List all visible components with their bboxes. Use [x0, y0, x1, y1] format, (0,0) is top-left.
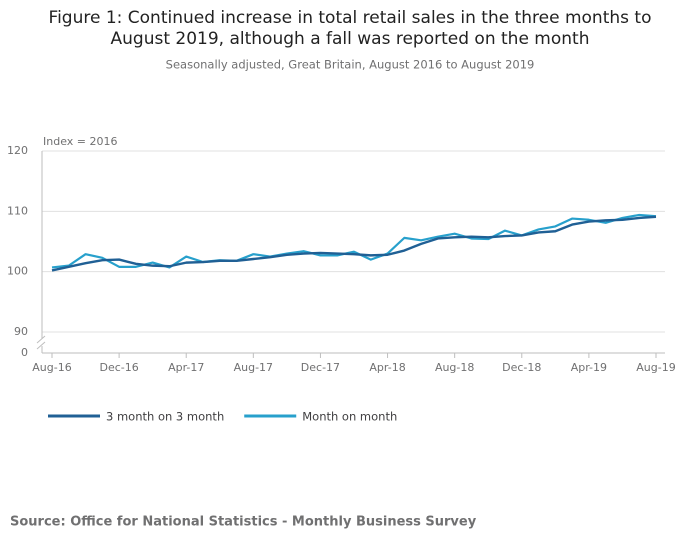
x-tick-label: Aug-19: [636, 361, 675, 374]
x-tick-label: Aug-16: [32, 361, 71, 374]
y-tick-label: 110: [7, 204, 28, 217]
y-tick-label: 100: [7, 265, 28, 278]
source: Source: Office for National Statistics -…: [10, 515, 477, 530]
series-line: [51, 213, 657, 269]
legend-label: 3 month on 3 month: [106, 410, 224, 424]
x-tick-label: Apr-17: [168, 361, 204, 374]
x-tick-label: Apr-18: [369, 361, 405, 374]
axis-break: [36, 335, 46, 344]
y-tick-label: 0: [21, 346, 28, 359]
x-tick-label: Apr-19: [571, 361, 607, 374]
x-tick-label: Dec-18: [502, 361, 541, 374]
y-axis-label: Index = 2016: [43, 135, 118, 148]
series-line: [51, 215, 657, 272]
y-tick-label: 90: [14, 325, 28, 338]
y-tick-label: 120: [7, 144, 28, 157]
legend-label: Month on month: [302, 410, 397, 424]
x-tick-label: Dec-16: [99, 361, 138, 374]
axis-break: [36, 341, 46, 350]
chart-title: Figure 1: Continued increase in total re…: [49, 8, 652, 49]
x-tick-label: Aug-18: [435, 361, 474, 374]
x-tick-label: Dec-17: [301, 361, 340, 374]
chart-subtitle: Seasonally adjusted, Great Britain, Augu…: [166, 58, 535, 72]
x-tick-label: Aug-17: [234, 361, 273, 374]
